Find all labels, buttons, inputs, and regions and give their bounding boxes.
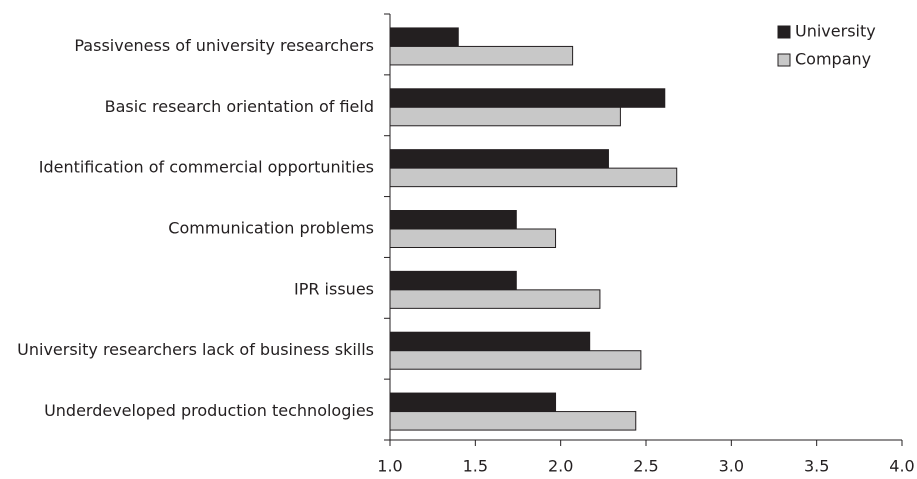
bar <box>389 45 574 66</box>
bar <box>389 228 557 248</box>
bar <box>389 289 601 309</box>
legend-label: Company <box>795 50 871 69</box>
x-tick-label: 2.0 <box>548 457 573 476</box>
y-tick-label: University researchers lack of business … <box>17 340 374 359</box>
x-tick-label: 3.5 <box>804 457 829 476</box>
y-tick-label: Basic research orientation of field <box>105 97 374 116</box>
bar <box>389 149 609 169</box>
bar <box>389 88 666 108</box>
bar <box>389 411 637 431</box>
x-tick-label: 3.0 <box>719 457 744 476</box>
y-tick-label: Passiveness of university researchers <box>74 36 374 55</box>
legend-swatch <box>777 53 791 67</box>
x-tick-label: 4.0 <box>889 457 914 476</box>
bar <box>389 106 621 127</box>
y-tick-label: Communication problems <box>168 219 374 238</box>
legend-label: University <box>795 22 876 41</box>
x-tick-label: 1.0 <box>377 457 402 476</box>
x-tick-label: 1.5 <box>463 457 488 476</box>
bar <box>389 167 678 188</box>
bar <box>389 350 642 370</box>
legend-swatch <box>777 25 791 39</box>
bar <box>389 392 557 413</box>
bar <box>389 270 517 291</box>
y-tick-label: Identification of commercial opportuniti… <box>39 158 374 177</box>
x-tick-label: 2.5 <box>633 457 658 476</box>
y-tick-label: Underdeveloped production technologies <box>44 401 374 420</box>
bar <box>389 210 517 230</box>
bar <box>389 27 459 47</box>
y-tick-label: IPR issues <box>294 279 374 298</box>
bar <box>389 331 591 352</box>
